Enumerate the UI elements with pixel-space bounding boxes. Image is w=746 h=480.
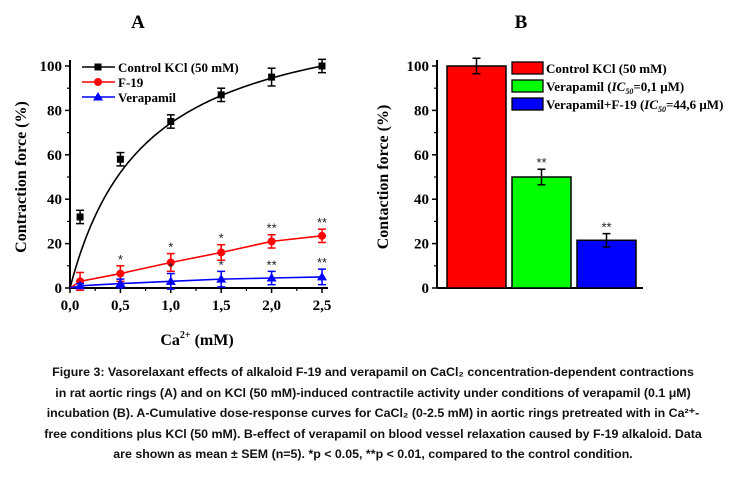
caption-line: incubation (B). A-Cumulative dose-respon… xyxy=(46,406,700,420)
y-tick-label: 80 xyxy=(414,103,429,119)
figure-caption: Figure 3: Vasorelaxant effects of alkalo… xyxy=(0,362,746,465)
data-point xyxy=(266,273,277,282)
data-point xyxy=(165,276,176,285)
bar xyxy=(576,239,637,289)
significance-label: * xyxy=(219,231,224,246)
significance-label: ** xyxy=(267,221,277,236)
significance-label: ** xyxy=(317,215,327,230)
legend-label: Verapamil xyxy=(118,90,176,105)
chart-a-title: A xyxy=(131,12,145,33)
legend-marker xyxy=(94,63,102,71)
caption-line: in rat aortic rings (A) and on KCl (50 m… xyxy=(55,385,691,400)
y-tick-label: 60 xyxy=(414,148,429,164)
legend-item: Control KCl (50 mM) xyxy=(511,61,667,76)
chart-b-legend: Control KCl (50 mM) Verapamil (IC50=0,1 μ… xyxy=(511,61,723,114)
chart-a-y-ticks: 0 20 40 60 80 100 xyxy=(40,59,70,297)
data-point xyxy=(217,248,226,257)
significance-label: ** xyxy=(601,220,611,235)
chart-a-x-label: Ca2+ (mM) xyxy=(160,330,233,349)
legend-marker xyxy=(93,92,103,101)
legend-item: Verapamil (IC50=0,1 μM) xyxy=(511,79,684,96)
x-tick-label: 0,5 xyxy=(111,298,130,314)
chart-b-axes xyxy=(436,60,643,289)
legend-label: F-19 xyxy=(118,75,144,90)
y-tick-label: 0 xyxy=(422,281,430,297)
chart-a-series: ***** *** * ** ** xyxy=(69,58,327,291)
legend-label: Verapamil+F-19 (IC50=44,6 μM) xyxy=(546,97,723,114)
y-tick-label: 60 xyxy=(47,148,62,164)
legend-item: Control KCl (50 mM) xyxy=(82,60,239,75)
legend-item: Verapamil xyxy=(82,90,176,105)
legend-label: Control KCl (50 mM) xyxy=(118,60,239,75)
chart-b-title: B xyxy=(515,12,528,33)
significance-label: * xyxy=(118,252,123,267)
caption-line: free conditions plus KCl (50 mM). B-effe… xyxy=(44,426,702,441)
y-tick-label: 20 xyxy=(414,237,429,253)
significance-label: * xyxy=(219,257,224,272)
legend-swatch xyxy=(511,79,544,93)
bar xyxy=(446,65,507,289)
x-tick-label: 2,0 xyxy=(262,298,281,314)
bar-group xyxy=(446,57,507,289)
series-line xyxy=(69,65,323,289)
series-line xyxy=(69,276,323,289)
data-point xyxy=(76,213,84,221)
chart-a: A 0 20 40 60 80 100 0,0 0,5 1,0 1,5 2,0 2,5 Contra… xyxy=(13,12,332,349)
series-f-19: ***** ** xyxy=(69,215,327,291)
chart-a-axes xyxy=(69,60,328,289)
chart-b-y-ticks: 0 20 40 60 80 100 xyxy=(407,59,437,297)
data-point xyxy=(75,280,86,290)
chart-b-y-label: Contaction force (%) xyxy=(375,105,392,250)
caption-line: are shown as mean ± SEM (n=5). *p < 0.05… xyxy=(113,447,633,461)
data-point xyxy=(116,155,124,163)
data-point xyxy=(116,269,125,278)
chart-a-x-ticks: 0,0 0,5 1,0 1,5 2,0 2,5 xyxy=(61,288,332,314)
legend-marker xyxy=(94,78,102,86)
x-tick-label: 0,0 xyxy=(61,298,80,314)
legend-item: F-19 xyxy=(82,75,144,90)
caption-line: Figure 3: Vasorelaxant effects of alkalo… xyxy=(52,365,694,379)
legend-label: Control KCl (50 mM) xyxy=(546,61,667,76)
y-tick-label: 40 xyxy=(47,192,62,208)
significance-label: ** xyxy=(317,255,327,270)
legend-swatch xyxy=(511,61,544,75)
y-tick-label: 20 xyxy=(47,237,62,253)
chart-b-bars: ** ** xyxy=(446,57,637,289)
y-tick-label: 100 xyxy=(40,59,63,75)
data-point xyxy=(267,237,276,246)
significance-label: ** xyxy=(536,155,546,170)
y-tick-label: 40 xyxy=(414,192,429,208)
bar-group: ** xyxy=(576,220,637,289)
legend-item: Verapamil+F-19 (IC50=44,6 μM) xyxy=(511,97,723,114)
series-verapamil: * * ** ** xyxy=(69,255,327,290)
data-point xyxy=(318,62,326,70)
chart-a-y-label: Contraction force (%) xyxy=(13,101,30,253)
data-point xyxy=(166,258,175,267)
significance-label: * xyxy=(168,240,173,255)
data-point xyxy=(216,274,227,283)
data-point xyxy=(167,118,175,125)
significance-label: * xyxy=(168,260,173,275)
data-point xyxy=(317,271,327,281)
y-tick-label: 100 xyxy=(407,59,430,75)
y-tick-label: 0 xyxy=(55,281,63,297)
series-control-kcl-50-mm xyxy=(69,58,326,289)
bar xyxy=(511,176,572,289)
data-point xyxy=(318,231,326,240)
data-point xyxy=(115,278,126,288)
significance-label: ** xyxy=(267,257,277,272)
x-tick-label: 1,0 xyxy=(161,298,180,314)
x-tick-label: 1,5 xyxy=(212,298,231,314)
x-tick-label: 2,5 xyxy=(313,298,332,314)
data-point xyxy=(217,91,225,99)
data-point xyxy=(268,73,276,81)
y-tick-label: 80 xyxy=(47,103,62,119)
legend-swatch xyxy=(511,97,544,111)
legend-label: Verapamil (IC50=0,1 μM) xyxy=(546,79,684,96)
bar-group: ** xyxy=(511,155,572,289)
